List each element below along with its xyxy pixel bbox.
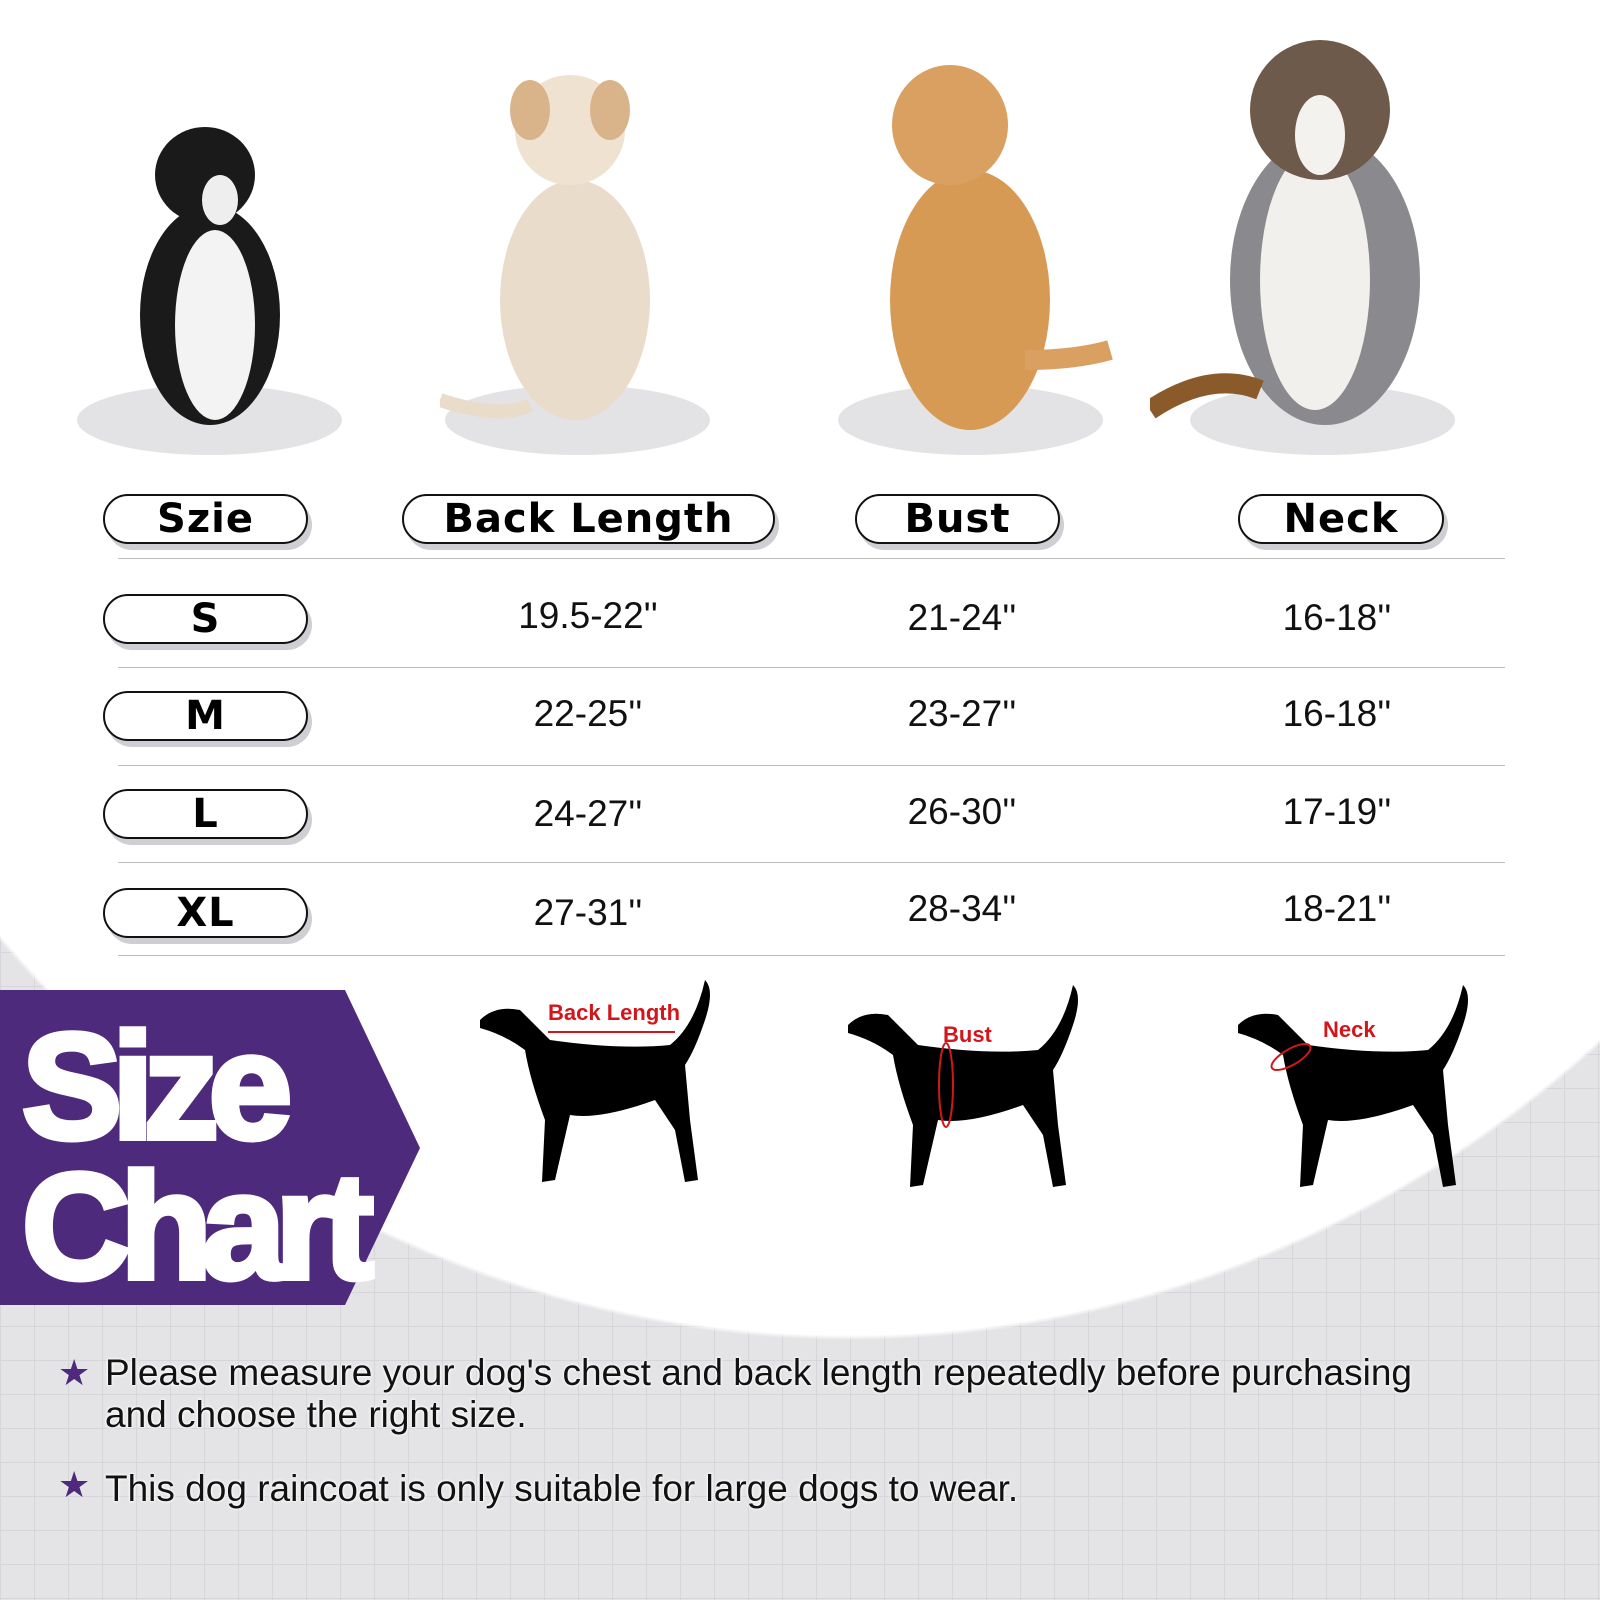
back-length-label: Back Length bbox=[548, 1000, 680, 1025]
divider bbox=[118, 955, 1505, 956]
bust-value: 21-24'' bbox=[907, 597, 1017, 638]
neck-label: Neck bbox=[1323, 1017, 1376, 1042]
note-line: Please measure your dog's chest and back… bbox=[105, 1352, 1412, 1393]
bust-label: Bust bbox=[943, 1022, 993, 1047]
back-length-value: 27-31'' bbox=[533, 892, 643, 933]
divider bbox=[118, 558, 1505, 559]
divider bbox=[118, 765, 1505, 766]
dog-silhouette-icon bbox=[480, 980, 710, 1182]
back-length-value: 22-25'' bbox=[533, 693, 643, 734]
header-back-length: Back Length bbox=[402, 494, 775, 544]
bust-value: 28-34'' bbox=[907, 888, 1017, 929]
neck-value: 17-19'' bbox=[1282, 791, 1392, 832]
neck-marker-icon bbox=[1270, 1043, 1312, 1071]
back-length-diagram: Back Length bbox=[480, 980, 710, 1182]
australian-shepherd-photo bbox=[1150, 40, 1420, 425]
dog-silhouette-icon bbox=[848, 985, 1078, 1187]
neck-value: 16-18'' bbox=[1282, 597, 1392, 638]
size-label: L bbox=[103, 789, 308, 839]
neck-value: 16-18'' bbox=[1282, 693, 1392, 734]
size-label: XL bbox=[103, 888, 308, 938]
bust-value: 26-30'' bbox=[907, 791, 1017, 832]
back-length-value: 19.5-22'' bbox=[518, 595, 658, 636]
border-collie-photo bbox=[140, 127, 280, 425]
divider bbox=[118, 862, 1505, 863]
bust-diagram: Bust bbox=[848, 985, 1078, 1187]
dog-silhouette-icon bbox=[1238, 985, 1468, 1187]
size-label: M bbox=[103, 691, 308, 741]
bust-value: 23-27'' bbox=[907, 693, 1017, 734]
banner-title-size: Size bbox=[19, 999, 295, 1173]
bust-marker-icon bbox=[938, 1042, 954, 1128]
header-neck: Neck bbox=[1238, 494, 1444, 544]
star-icon: ★ bbox=[58, 1464, 91, 1505]
note-line: and choose the right size. bbox=[105, 1394, 527, 1435]
size-label: S bbox=[103, 594, 308, 644]
back-length-value: 24-27'' bbox=[533, 793, 643, 834]
note-measure: Please measure your dog's chest and back… bbox=[105, 1352, 1540, 1436]
golden-retriever-photo bbox=[890, 65, 1113, 430]
divider bbox=[118, 667, 1505, 668]
note-large-dogs: This dog raincoat is only suitable for l… bbox=[105, 1468, 1019, 1509]
neck-value: 18-21'' bbox=[1282, 888, 1392, 929]
header-bust: Bust bbox=[855, 494, 1060, 544]
labrador-photo bbox=[440, 75, 650, 420]
header-size: Szie bbox=[103, 494, 308, 544]
banner-title-chart: Chart bbox=[19, 1139, 377, 1313]
neck-diagram: Neck bbox=[1238, 985, 1468, 1187]
star-icon: ★ bbox=[58, 1352, 91, 1393]
